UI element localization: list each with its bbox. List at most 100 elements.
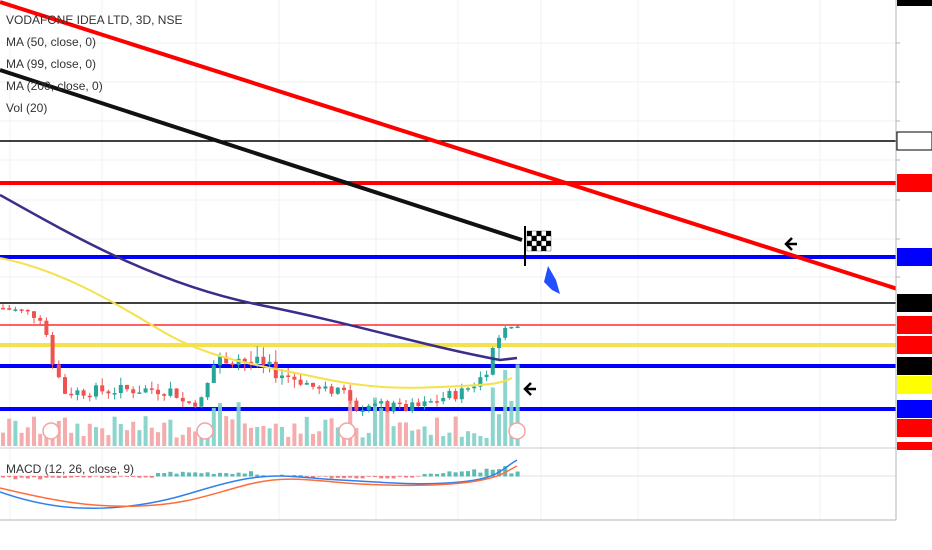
candle <box>416 402 421 407</box>
candle <box>317 386 322 389</box>
macd-line <box>0 459 518 510</box>
candle <box>106 391 111 394</box>
volume-bar <box>397 422 402 446</box>
macd-histogram-bar <box>428 473 433 477</box>
candle <box>112 393 117 395</box>
candle <box>497 337 501 349</box>
macd-histogram-bar <box>441 473 446 477</box>
macd-histogram-bar <box>466 471 470 477</box>
volume-bar <box>100 428 105 446</box>
volume-bar <box>125 430 129 446</box>
macd-histogram-bar <box>81 476 86 478</box>
candle <box>174 388 179 398</box>
candle <box>428 401 433 403</box>
volume-bar <box>32 416 36 446</box>
macd-histogram-bar <box>156 472 160 477</box>
candle <box>304 382 309 385</box>
candle <box>391 402 396 412</box>
volume-bar <box>218 403 222 446</box>
macd-histogram-bar <box>298 475 303 477</box>
candle <box>348 390 353 401</box>
candle <box>32 311 36 318</box>
arrow-left-icon <box>784 237 797 251</box>
candle <box>187 401 191 403</box>
flag-cell <box>531 235 537 242</box>
candle <box>69 393 74 396</box>
macd-histogram-bar <box>193 472 198 477</box>
macd-histogram-bar <box>447 471 452 477</box>
volume-bar <box>304 416 309 446</box>
candle <box>385 401 390 412</box>
volume-bar <box>453 416 458 446</box>
candle <box>193 402 198 407</box>
macd-histogram-bar <box>373 476 377 477</box>
macd-histogram-bar <box>162 473 167 477</box>
volume-bar <box>236 402 241 446</box>
flag-cell <box>541 235 547 242</box>
flag-cell <box>526 230 532 237</box>
macd-pane <box>0 459 896 510</box>
candle <box>366 405 371 411</box>
flag-cell <box>536 245 542 252</box>
volume-bar <box>466 431 470 446</box>
candle <box>397 402 402 405</box>
macd-histogram-bar <box>422 473 427 477</box>
macd-histogram-bar <box>137 476 142 478</box>
macd-histogram-bar <box>242 473 247 477</box>
legend-volume: Vol (20) <box>6 101 48 115</box>
candle <box>323 386 328 389</box>
volume-bar <box>187 427 191 446</box>
candle <box>25 309 30 312</box>
candle <box>19 309 24 311</box>
volume-bar <box>335 427 340 446</box>
volume-bar <box>267 428 272 446</box>
macd-histogram-bar <box>7 476 12 478</box>
macd-histogram-bar <box>397 476 402 477</box>
flag-cell <box>526 245 532 252</box>
macd-histogram-bar <box>56 476 61 478</box>
volume-bar <box>354 428 359 446</box>
flag-cell <box>536 230 542 237</box>
volume-bar <box>87 423 92 446</box>
macd-histogram-bar <box>410 476 415 478</box>
macd-histogram-bar <box>168 471 173 477</box>
candle <box>342 387 346 391</box>
macd-histogram-bar <box>416 476 421 477</box>
candle <box>50 334 55 365</box>
volume-bar <box>211 407 216 446</box>
arrow-left-icon <box>523 382 536 396</box>
candle <box>1 307 5 310</box>
macd-histogram-bar <box>112 476 117 478</box>
macd-histogram-bar <box>379 476 384 479</box>
candle <box>292 376 297 380</box>
flag-cell <box>526 240 532 247</box>
macd-histogram-bar <box>38 476 43 480</box>
flag-cell <box>536 235 542 242</box>
candle <box>360 410 365 412</box>
macd-histogram-bar <box>459 471 464 477</box>
volume-bar <box>428 434 433 446</box>
candle <box>87 395 92 398</box>
volume-bar <box>490 387 495 446</box>
candle <box>7 308 12 310</box>
candle <box>118 384 123 394</box>
macd-histogram-bar <box>335 476 340 478</box>
volume-bar <box>366 432 371 446</box>
flag-cell <box>531 245 537 252</box>
volume-bar <box>193 431 198 446</box>
volume-bar <box>75 423 80 446</box>
candle <box>472 386 477 389</box>
volume-bar <box>149 427 154 446</box>
macd-histogram-bar <box>360 476 365 479</box>
macd-histogram-bar <box>255 474 260 477</box>
candle <box>453 391 458 400</box>
volume-bar <box>360 437 365 446</box>
volume-bar <box>137 430 142 446</box>
macd-histogram-bar <box>311 476 315 479</box>
candle <box>56 364 61 378</box>
macd-histogram-bar <box>87 476 92 478</box>
price-label-badge <box>897 376 932 394</box>
candle <box>515 326 520 329</box>
candle <box>267 361 272 365</box>
macd-histogram-bar <box>131 476 136 477</box>
